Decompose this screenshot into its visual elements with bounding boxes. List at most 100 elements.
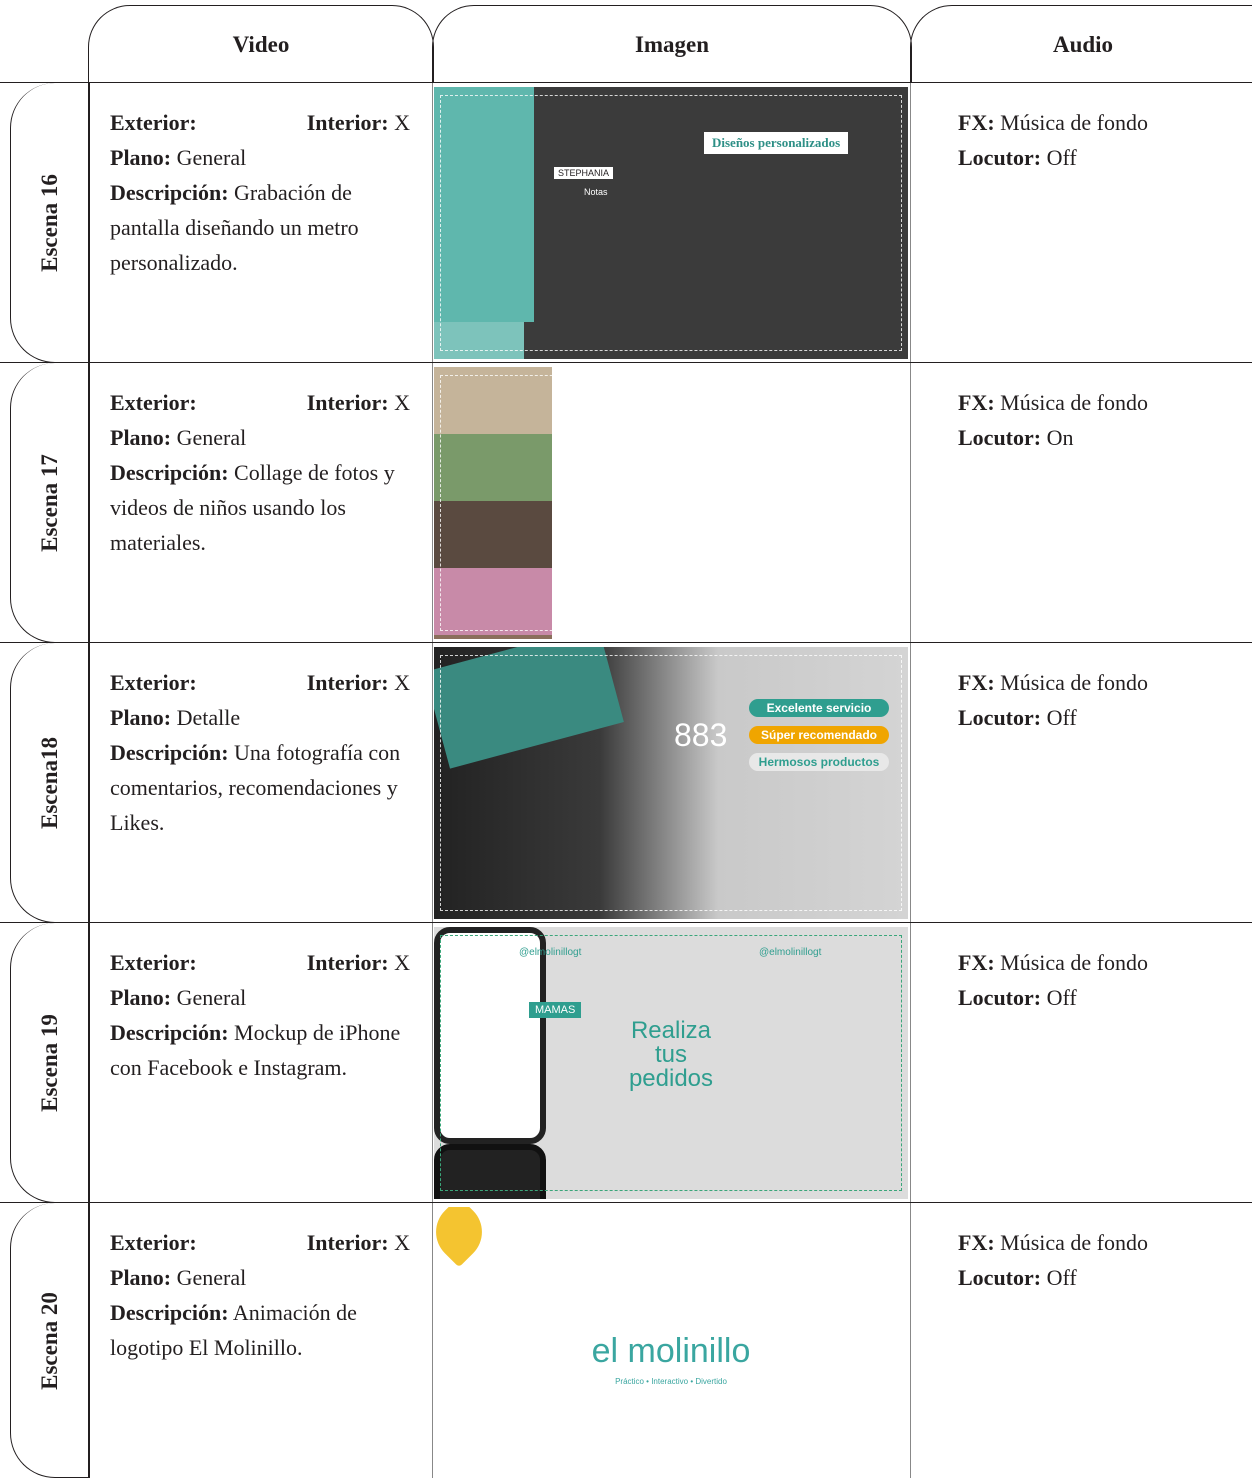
label: Exterior: xyxy=(110,670,197,695)
frame-guide xyxy=(440,655,902,911)
row-label: Escena 16 xyxy=(37,174,62,272)
photo xyxy=(434,635,552,639)
label: Interior: xyxy=(306,670,389,695)
label: Exterior: xyxy=(110,950,197,975)
divider xyxy=(910,363,911,643)
line: Plano: General xyxy=(110,140,410,175)
line: Plano: General xyxy=(110,420,410,455)
label: Interior: xyxy=(306,1230,389,1255)
label: FX: xyxy=(958,670,995,695)
label: FX: xyxy=(958,390,995,415)
divider xyxy=(910,643,911,923)
label: Plano: xyxy=(110,145,172,170)
value: Off xyxy=(1046,1265,1077,1290)
text: tus xyxy=(654,1041,687,1068)
audio-cell: FX: Música de fondo Locutor: On xyxy=(958,385,1248,455)
text: STEPHANIA xyxy=(554,167,614,179)
text: pedidos xyxy=(628,1065,714,1092)
label: FX: xyxy=(958,110,995,135)
phone xyxy=(434,1144,546,1199)
interior: Interior: X xyxy=(307,105,410,140)
scene-row: Escena 19 Exterior: Interior: X Plano: Gene… xyxy=(0,922,1252,1203)
label: Plano: xyxy=(110,705,172,730)
header-audio: Audio xyxy=(910,5,1252,83)
phone xyxy=(434,927,546,1144)
pill: Hermosos productos xyxy=(749,753,889,771)
value: Off xyxy=(1046,145,1077,170)
line: Plano: Detalle xyxy=(110,700,410,735)
label: Locutor: xyxy=(958,145,1042,170)
text: Realiza xyxy=(630,1017,712,1044)
label: Locutor: xyxy=(958,705,1042,730)
video-cell: Exterior: Interior: X Plano: Detalle Descri… xyxy=(110,665,410,840)
scene-row: Escena 17 Exterior: Interior: X Plano: Gene… xyxy=(0,362,1252,643)
divider xyxy=(88,1203,90,1478)
video-cell: Exterior: Interior: X Plano: General Descri… xyxy=(110,105,410,280)
interior: Interior: X xyxy=(307,385,410,420)
row-label-wrap: Escena 17 xyxy=(10,363,90,643)
text: MAMAS xyxy=(529,1002,582,1018)
line: Exterior: Interior: X xyxy=(110,1225,410,1260)
value: Detalle xyxy=(176,705,241,730)
value: X xyxy=(394,110,410,135)
value: General xyxy=(176,425,247,450)
value: Animación de logotipo El Molinillo. xyxy=(110,1300,357,1360)
line: Plano: General xyxy=(110,980,410,1015)
divider xyxy=(910,923,911,1203)
line: Descripción: Animación de logotipo El Mo… xyxy=(110,1295,410,1365)
divider xyxy=(432,363,433,643)
text: @elmolinillogt xyxy=(519,947,582,958)
value: Música de fondo xyxy=(1000,110,1149,135)
divider xyxy=(432,643,433,923)
audio-cell: FX: Música de fondo Locutor: Off xyxy=(958,1225,1248,1295)
image: @elmolinillogt @elmolinillogt Realiza tus pe… xyxy=(434,927,908,1199)
frame-guide xyxy=(440,375,902,631)
value: General xyxy=(176,1265,247,1290)
label: Descripción: xyxy=(110,1300,229,1325)
label: FX: xyxy=(958,1230,995,1255)
row-label-wrap: Escena 20 xyxy=(10,1203,90,1478)
audio-cell: FX: Música de fondo Locutor: Off xyxy=(958,665,1248,735)
label: Interior: xyxy=(306,110,389,135)
text: Diseños personalizados xyxy=(704,132,849,154)
label: Plano: xyxy=(110,985,172,1010)
value: General xyxy=(176,145,247,170)
row-label-wrap: Escena18 xyxy=(10,643,90,923)
value: X xyxy=(394,670,410,695)
interior: Interior: X xyxy=(307,945,410,980)
scene-row: Escena 20 Exterior: Interior: X Plano: Gene… xyxy=(0,1202,1252,1478)
value: Una fotografía con comentarios, recomend… xyxy=(110,740,401,835)
value: Música de fondo xyxy=(1000,950,1149,975)
line: Descripción: Una fotografía con comentar… xyxy=(110,735,410,840)
line: Exterior: Interior: X xyxy=(110,385,410,420)
value: X xyxy=(394,1230,410,1255)
label: Descripción: xyxy=(110,1020,229,1045)
value: Música de fondo xyxy=(1000,670,1149,695)
value: Collage de fotos y videos de niños usand… xyxy=(110,460,395,555)
value: Grabación de pantalla diseñando un metro… xyxy=(110,180,359,275)
value: Mockup de iPhone con Facebook e Instagra… xyxy=(110,1020,401,1080)
line: Locutor: Off xyxy=(958,700,1248,735)
line: Exterior: Interior: X xyxy=(110,105,410,140)
line: Descripción: Grabación de pantalla diseñ… xyxy=(110,175,410,280)
line: FX: Música de fondo xyxy=(958,1225,1248,1260)
text: el molinillo xyxy=(591,1332,751,1370)
image: Diseños personalizados STEPHANIA Notas xyxy=(434,87,908,359)
value: Off xyxy=(1046,705,1077,730)
label: Descripción: xyxy=(110,740,229,765)
value: Música de fondo xyxy=(1000,390,1149,415)
scene-row: Escena18 Exterior: Interior: X Plano: Detal… xyxy=(0,642,1252,923)
label: Exterior: xyxy=(110,1230,197,1255)
video-cell: Exterior: Interior: X Plano: General Descri… xyxy=(110,385,410,560)
line: Exterior: Interior: X xyxy=(110,665,410,700)
video-cell: Exterior: Interior: X Plano: General Descri… xyxy=(110,945,410,1085)
line: FX: Música de fondo xyxy=(958,665,1248,700)
label: Locutor: xyxy=(958,425,1042,450)
photo xyxy=(434,568,552,635)
audio-cell: FX: Música de fondo Locutor: Off xyxy=(958,945,1248,1015)
divider xyxy=(88,643,90,923)
value: On xyxy=(1046,425,1074,450)
logo xyxy=(434,1207,495,1268)
line: Locutor: Off xyxy=(958,140,1248,175)
